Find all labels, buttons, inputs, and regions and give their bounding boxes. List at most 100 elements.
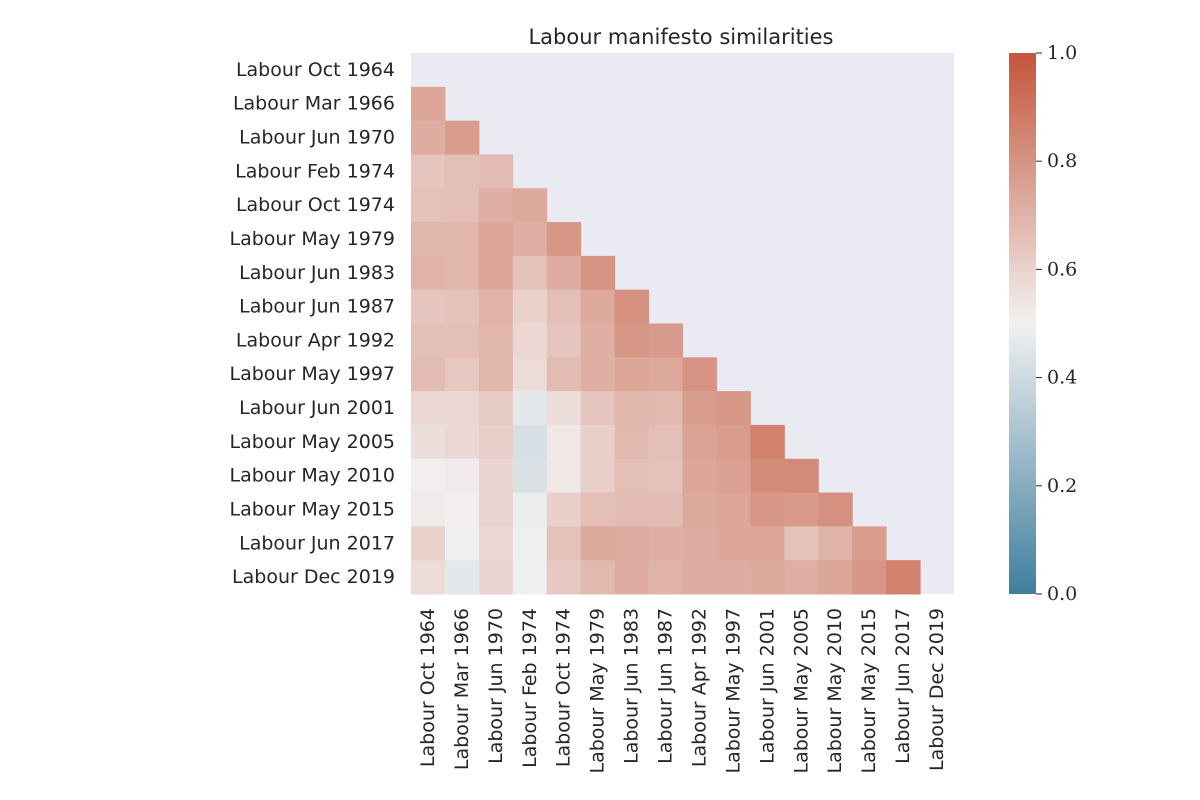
heatmap-cell bbox=[411, 560, 446, 595]
heatmap-cell bbox=[852, 526, 887, 561]
heatmap-cell bbox=[411, 526, 446, 561]
heatmap-cell bbox=[444, 120, 480, 155]
heatmap-cell bbox=[580, 492, 616, 527]
x-tick-label: Labour May 2015 bbox=[858, 608, 880, 773]
y-tick-label: Labour May 1979 bbox=[230, 228, 395, 250]
heatmap-cell bbox=[444, 526, 480, 561]
heatmap-cell bbox=[580, 526, 616, 561]
heatmap-cell bbox=[444, 391, 480, 426]
heatmap-cell bbox=[444, 289, 480, 324]
x-tick-label: Labour Feb 1974 bbox=[519, 608, 541, 768]
colorbar-tick-label: 0.6 bbox=[1047, 258, 1077, 280]
heatmap-cell bbox=[444, 222, 480, 257]
heatmap-cell bbox=[614, 323, 650, 358]
heatmap-cell bbox=[784, 492, 819, 527]
heatmap-cell bbox=[750, 458, 785, 494]
heatmap-cell bbox=[444, 357, 480, 392]
heatmap-cell bbox=[512, 289, 548, 324]
heatmap-cell bbox=[682, 424, 717, 460]
heatmap-cell bbox=[614, 526, 650, 561]
heatmap-cell bbox=[580, 458, 616, 494]
heatmap-cell bbox=[478, 458, 514, 494]
heatmap-cell bbox=[750, 526, 785, 561]
heatmap-cell bbox=[411, 120, 446, 155]
x-tick-label: Labour Oct 1964 bbox=[417, 608, 439, 767]
heatmap-cell bbox=[580, 255, 616, 291]
heatmap-cell bbox=[716, 391, 751, 426]
heatmap-cell bbox=[444, 492, 480, 527]
colorbar bbox=[1009, 53, 1036, 594]
heatmap-cell bbox=[580, 357, 616, 392]
heatmap-cell bbox=[478, 560, 514, 595]
heatmap-cell bbox=[648, 323, 683, 358]
x-tick-label: Labour Oct 1974 bbox=[553, 608, 575, 767]
y-tick-label: Labour Apr 1992 bbox=[236, 329, 395, 351]
colorbar-tick-label: 0.0 bbox=[1047, 583, 1077, 605]
heatmap-cell bbox=[682, 560, 717, 595]
heatmap-cell bbox=[512, 424, 548, 460]
heatmap-cell bbox=[512, 323, 548, 358]
heatmap-cell bbox=[682, 492, 717, 527]
y-tick-labels: Labour Oct 1964 Labour Mar 1966 Labour Jun… bbox=[230, 59, 395, 588]
heatmap-cell bbox=[546, 560, 582, 595]
colorbar-tick-label: 0.8 bbox=[1047, 150, 1077, 172]
heatmap-cell bbox=[750, 492, 785, 527]
heatmap-cell bbox=[411, 188, 446, 223]
y-tick-label: Labour Jun 1970 bbox=[239, 127, 395, 149]
y-tick-label: Labour Mar 1966 bbox=[233, 93, 395, 115]
heatmap-cell bbox=[546, 255, 582, 291]
heatmap-cell bbox=[478, 526, 514, 561]
y-tick-label: Labour Dec 2019 bbox=[232, 566, 395, 588]
heatmap-cell bbox=[512, 222, 548, 257]
y-tick-label: Labour Jun 2001 bbox=[239, 397, 395, 419]
heatmap-cell bbox=[818, 492, 853, 527]
x-tick-label: Labour Jun 1987 bbox=[655, 608, 677, 764]
y-tick-label: Labour Jun 1987 bbox=[239, 296, 395, 318]
y-tick-label: Labour Oct 1964 bbox=[236, 59, 395, 81]
heatmap-cell bbox=[818, 560, 853, 595]
x-tick-label: Labour Mar 1966 bbox=[451, 608, 473, 770]
x-tick-label: Labour Jun 2001 bbox=[756, 608, 778, 764]
heatmap-cell bbox=[478, 357, 514, 392]
y-tick-label: Labour May 2005 bbox=[230, 431, 395, 453]
heatmap-cell bbox=[716, 492, 751, 527]
heatmap-cell bbox=[411, 255, 446, 291]
heatmap-cell bbox=[784, 560, 819, 595]
heatmap-cell bbox=[580, 560, 616, 595]
heatmap-cell bbox=[411, 323, 446, 358]
heatmap-cell bbox=[411, 154, 446, 189]
heatmap-cell bbox=[580, 391, 616, 426]
heatmap-cell bbox=[614, 492, 650, 527]
heatmap-cell bbox=[512, 458, 548, 494]
colorbar-tick-label: 0.2 bbox=[1047, 475, 1077, 497]
y-tick-label: Labour May 2010 bbox=[230, 465, 395, 487]
y-tick-label: Labour May 2015 bbox=[230, 498, 395, 520]
heatmap-cell bbox=[546, 357, 582, 392]
heatmap-cell bbox=[546, 323, 582, 358]
heatmap-cell bbox=[478, 222, 514, 257]
heatmap-cell bbox=[682, 391, 717, 426]
heatmap-cell bbox=[682, 458, 717, 494]
heatmap-cell bbox=[478, 391, 514, 426]
x-tick-label: Labour Jun 2017 bbox=[892, 608, 914, 764]
heatmap-cell bbox=[750, 560, 785, 595]
heatmap-cell bbox=[411, 391, 446, 426]
heatmap-cell bbox=[784, 526, 819, 561]
heatmap-cell bbox=[444, 424, 480, 460]
heatmap-cell bbox=[444, 560, 480, 595]
heatmap-cell bbox=[648, 357, 683, 392]
heatmap-cell bbox=[682, 357, 717, 392]
heatmap-cell bbox=[546, 391, 582, 426]
heatmap-cell bbox=[512, 188, 548, 223]
heatmap-cell bbox=[614, 391, 650, 426]
heatmap-cell bbox=[716, 560, 751, 595]
heatmap-cell bbox=[546, 492, 582, 527]
heatmap-cell bbox=[478, 289, 514, 324]
heatmap-cell bbox=[444, 458, 480, 494]
x-tick-label: Labour Apr 1992 bbox=[688, 608, 710, 767]
x-tick-label: Labour May 1997 bbox=[722, 608, 744, 773]
heatmap-cell bbox=[444, 154, 480, 189]
colorbar-ticks: 0.0 0.2 0.4 0.6 0.8 1.0 bbox=[1036, 42, 1077, 605]
colorbar-tick-label: 0.4 bbox=[1047, 367, 1077, 389]
